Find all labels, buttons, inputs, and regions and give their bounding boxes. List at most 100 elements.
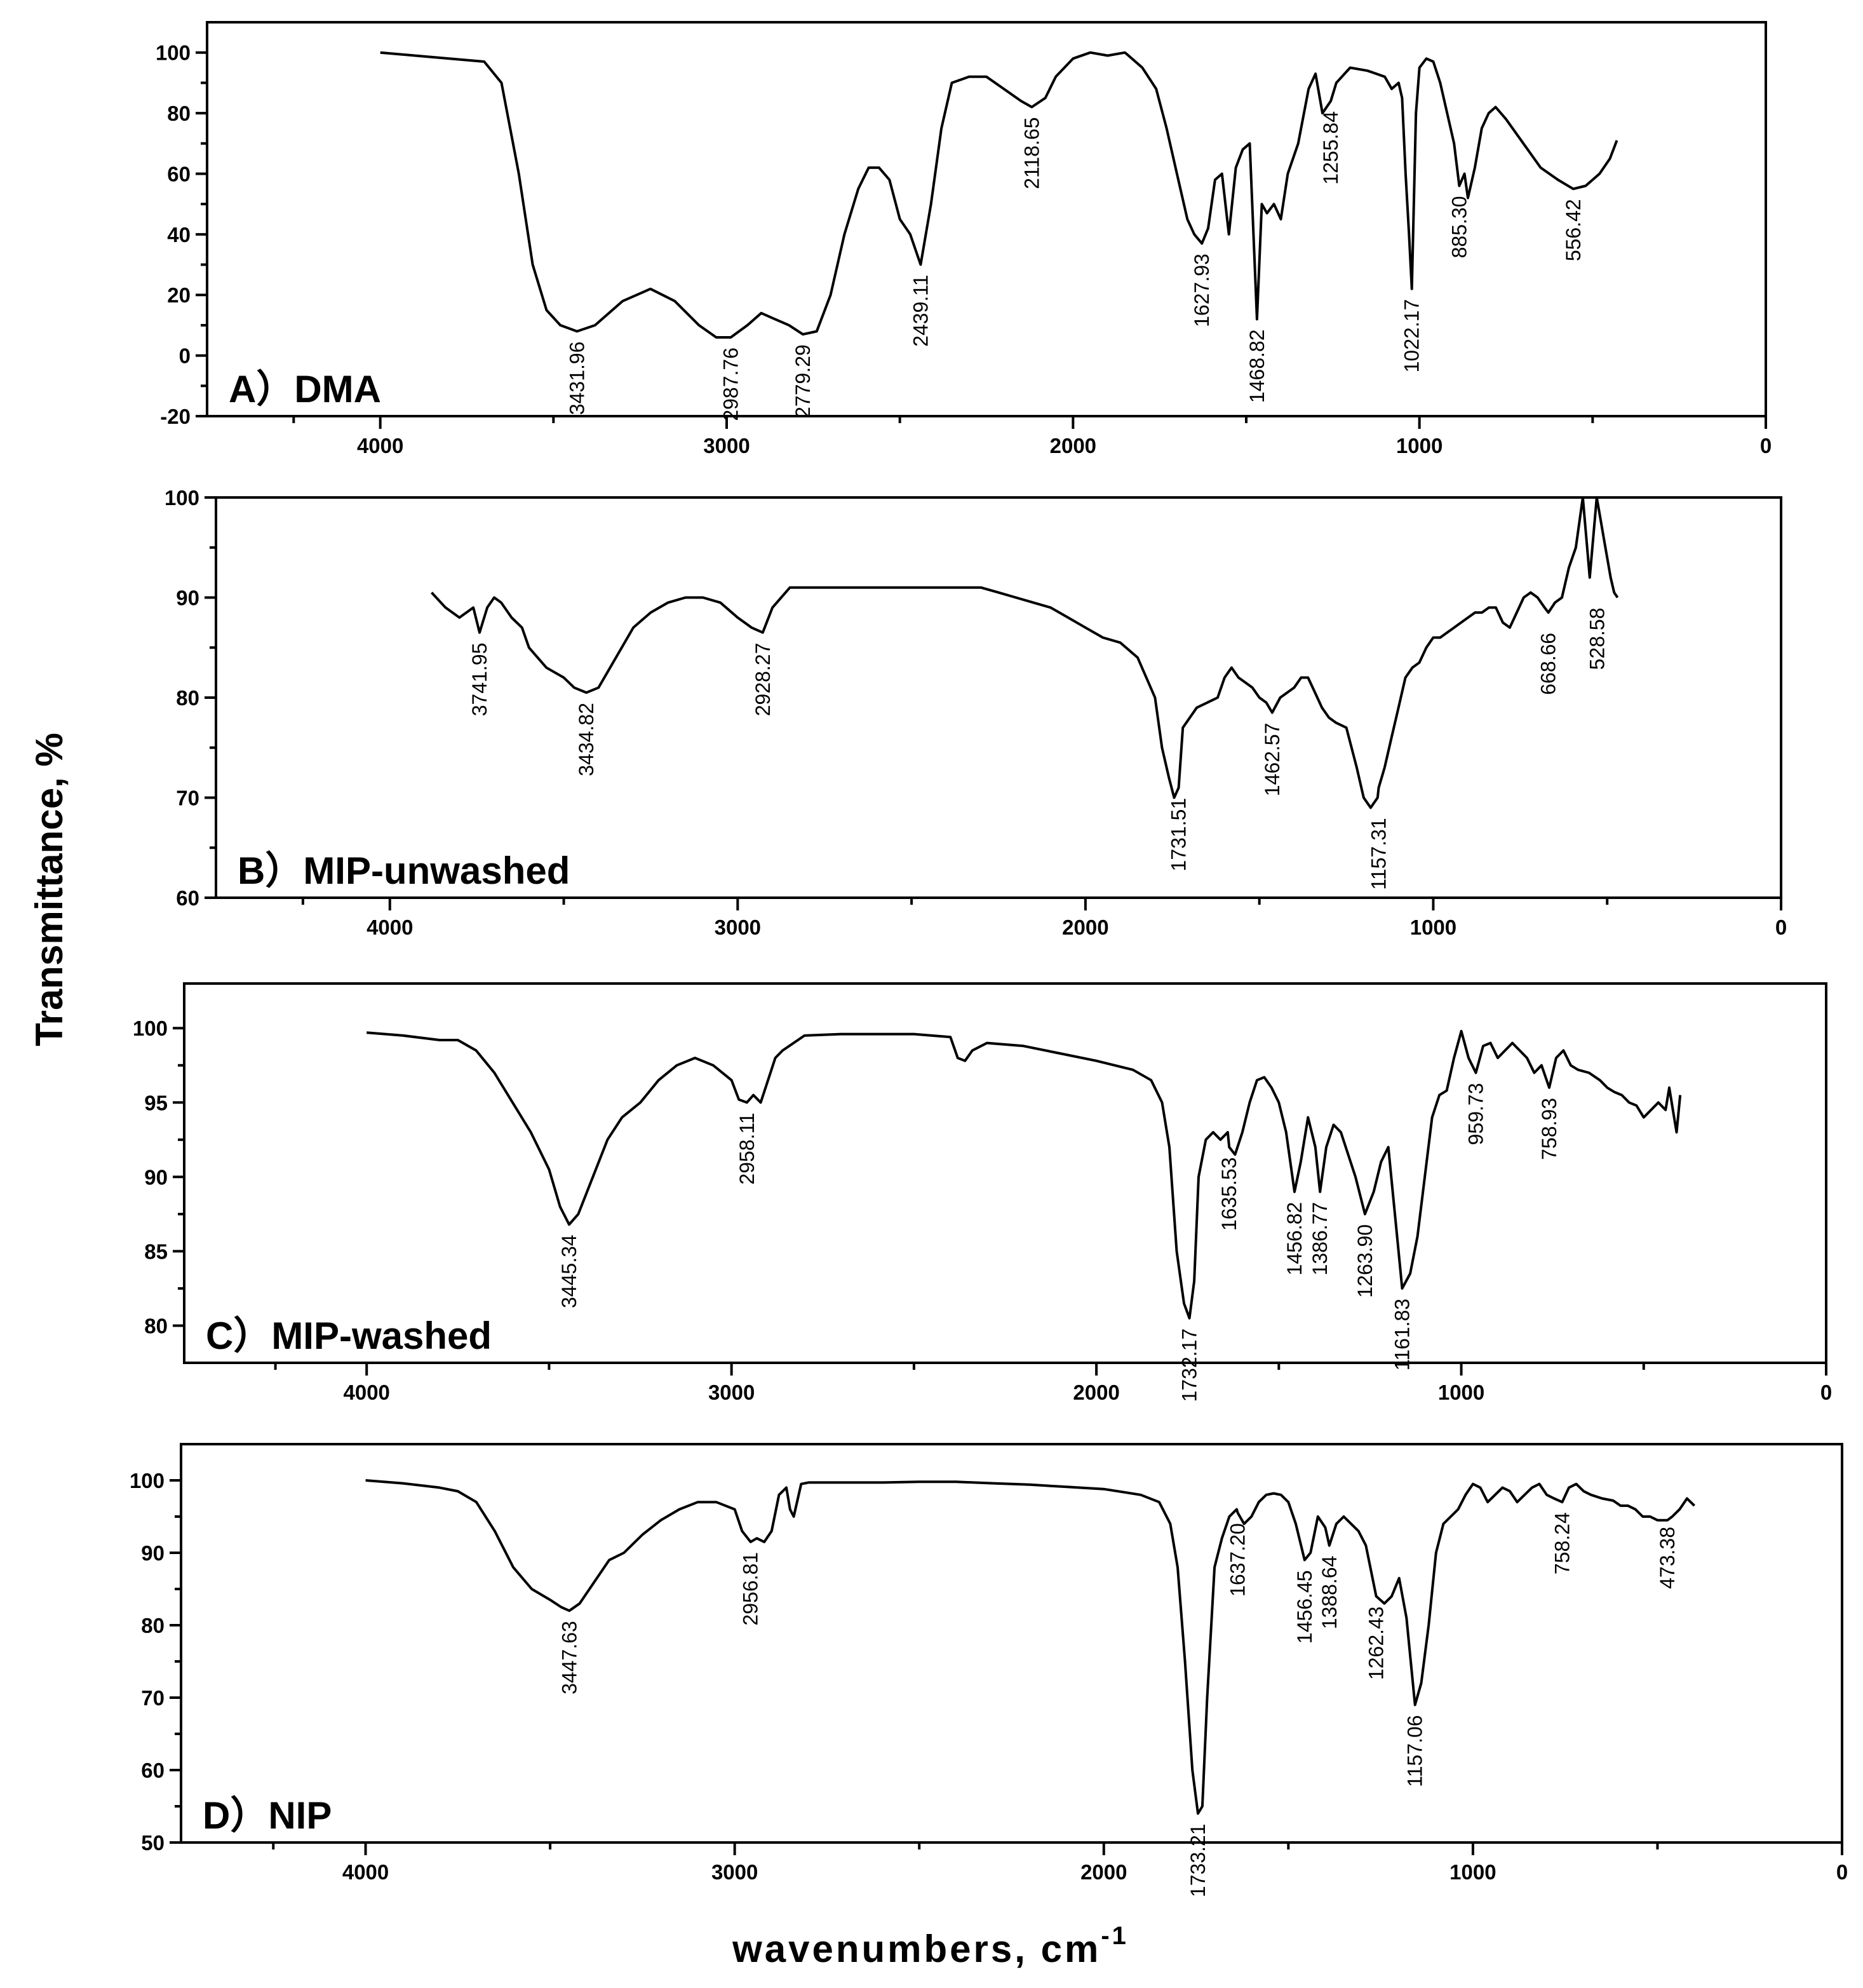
peak-label: 1456.82 [1283,1202,1306,1276]
peak-label: 758.93 [1538,1098,1561,1160]
panel-c-xtick-label: 1000 [1438,1381,1484,1404]
peak-label: 3434.82 [575,703,598,776]
peak-label: 2779.29 [791,344,814,418]
peak-label: 1388.64 [1318,1556,1341,1630]
panel-a-xtick-label: 1000 [1396,434,1443,457]
panel-c: 80 85 90 95 100 4000 3000 2000 1000 0 3445.34 2958.… [133,982,1832,1404]
peak-label: 1733.21 [1187,1823,1209,1897]
peak-label: 3741.95 [468,643,491,717]
peak-label: 758.24 [1551,1512,1574,1574]
peak-label: 1462.57 [1261,723,1284,797]
y-axis-title: Transmittance, % [28,733,71,1046]
panel-a-frame [206,21,1767,417]
panel-d-ytick-label: 50 [141,1831,165,1855]
peak-label: 1255.84 [1319,111,1342,185]
peak-label: 1262.43 [1365,1606,1388,1680]
panel-d-ytick-label: 90 [141,1541,165,1565]
panel-d-xtick-label: 3000 [711,1860,758,1884]
panel-a: -20 0 20 40 60 80 100 4000 3000 2000 1000 0 3431.96 2… [156,21,1772,457]
peak-label: 2928.27 [751,643,774,717]
panel-a-ytick-label: -20 [160,405,191,428]
peak-label: 1157.06 [1404,1715,1427,1787]
peak-label: 1627.93 [1190,254,1213,327]
panel-b-ytick-label: 80 [176,686,199,710]
peak-label: 2987.76 [720,348,743,421]
panel-a-ytick-label: 0 [179,344,191,368]
x-axis-title: wavenumbers, cm-1 [732,1922,1129,1970]
panel-d: 50 60 70 80 90 100 4000 3000 2000 1000 0 3447.63 295… [130,1443,1848,1897]
peak-label: 1263.90 [1354,1224,1376,1298]
panel-b-xtick-label: 0 [1775,916,1787,939]
panel-d-ytick-label: 80 [141,1614,165,1637]
peak-label: 885.30 [1448,196,1470,259]
panel-c-xtick-label: 3000 [708,1381,755,1404]
peak-label: 1161.83 [1391,1299,1414,1370]
peak-label: 1022.17 [1401,299,1423,373]
panel-a-spectrum-line [380,51,1618,339]
panel-a-xtick-label: 0 [1760,434,1772,457]
panel-c-ytick-label: 85 [144,1240,168,1263]
peak-label: 1731.51 [1167,798,1190,872]
peak-label: 556.42 [1562,199,1585,261]
peak-label: 1635.53 [1218,1158,1241,1231]
x-axis-title-superscript: -1 [1101,1922,1129,1950]
panel-c-spectrum-line [367,1029,1682,1320]
peak-label: 668.66 [1537,633,1560,695]
panel-a-xtick-label: 3000 [703,434,750,457]
panel-c-ytick-label: 95 [144,1091,168,1114]
panel-c-xtick-label: 2000 [1073,1381,1119,1404]
peak-label: 1468.82 [1246,329,1268,403]
peak-label: 2439.11 [909,275,932,347]
peak-label: 3431.96 [565,342,588,416]
panel-a-label: A）DMA [229,368,381,410]
peak-label: 3445.34 [558,1234,581,1308]
panel-d-frame [180,1443,1843,1844]
panel-c-ytick-label: 80 [144,1314,168,1337]
panel-a-xtick-label: 4000 [357,434,403,457]
panel-a-ytick-label: 20 [167,283,191,307]
peak-label: 959.73 [1465,1083,1488,1146]
panel-c-xtick-label: 0 [1820,1381,1832,1404]
panel-b-ytick-label: 70 [176,787,199,810]
panel-d-ytick-label: 70 [141,1686,165,1710]
panel-b-xtick-label: 4000 [367,916,413,939]
panel-d-ytick-label: 60 [141,1759,165,1782]
panel-c-label: C）MIP-washed [206,1315,492,1357]
panel-a-ytick-label: 60 [167,162,191,186]
panel-d-ytick-label: 100 [130,1469,165,1492]
peak-label: 3447.63 [558,1621,581,1694]
peak-label: 1157.31 [1368,818,1390,889]
peak-label: 1456.45 [1293,1570,1316,1644]
panel-d-label: D）NIP [203,1794,332,1837]
panel-c-frame [183,982,1827,1364]
panel-d-spectrum-line [365,1479,1695,1815]
panel-b-label: B）MIP-unwashed [238,849,570,892]
panel-b-xtick-label: 1000 [1410,916,1456,939]
peak-label: 1637.20 [1227,1523,1249,1597]
panel-a-xtick-label: 2000 [1050,434,1096,457]
panel-b-frame [215,496,1782,899]
panel-d-xtick-label: 1000 [1449,1860,1496,1884]
panel-c-ytick-label: 100 [133,1017,168,1040]
peak-label: 1386.77 [1308,1202,1331,1276]
panel-b-ytick-label: 60 [176,886,199,910]
peak-label: 473.38 [1656,1527,1679,1589]
panel-d-xtick-label: 4000 [342,1860,389,1884]
panel-b-ytick-label: 100 [165,486,199,510]
panel-b-spectrum-line [431,496,1619,809]
panel-c-xtick-label: 4000 [344,1381,390,1404]
panel-d-xtick-label: 2000 [1080,1860,1127,1884]
peak-label: 2956.81 [739,1552,762,1626]
panel-a-ytick-label: 100 [156,41,191,65]
panel-a-ytick-label: 40 [167,223,191,247]
peak-label: 2958.11 [736,1112,758,1184]
panel-b-xtick-label: 2000 [1062,916,1108,939]
panel-b: 60 70 80 90 100 4000 3000 2000 1000 0 3741.95 3434.… [165,486,1787,939]
panel-d-xtick-label: 0 [1836,1860,1848,1884]
x-axis-title-text: wavenumbers, cm [732,1928,1101,1970]
panel-b-ytick-label: 90 [176,586,199,610]
peak-label: 2118.65 [1020,118,1043,189]
peak-label: 528.58 [1585,608,1608,670]
panel-b-xtick-label: 3000 [715,916,761,939]
